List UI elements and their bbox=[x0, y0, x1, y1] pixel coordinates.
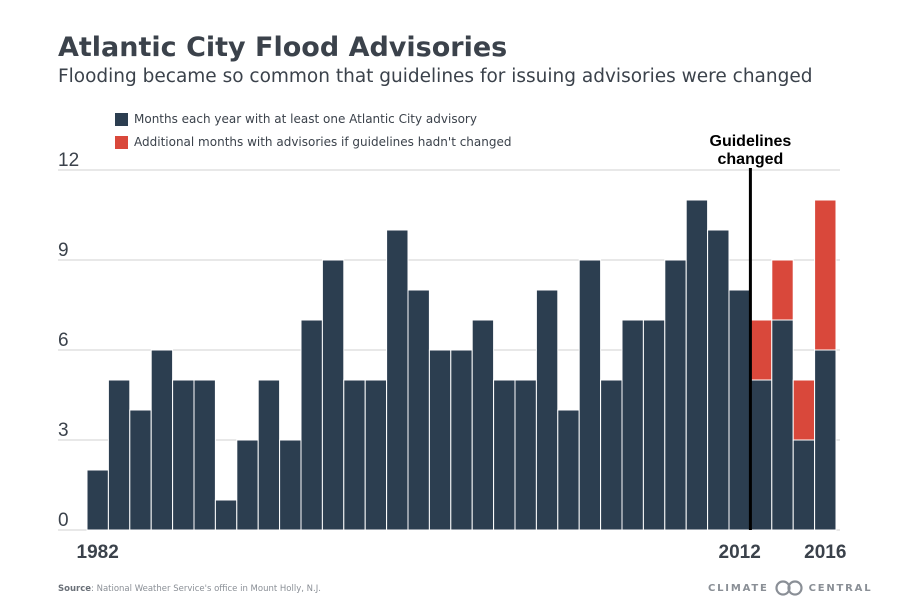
x-tick-label-2012: 2012 bbox=[719, 542, 761, 563]
bar-1993 bbox=[321, 259, 345, 531]
bar-2015 bbox=[792, 439, 816, 531]
y-tick-label: 6 bbox=[58, 330, 69, 351]
bar-1998 bbox=[428, 349, 452, 531]
legend-label-additional: Additional months with advisories if gui… bbox=[134, 135, 512, 149]
chart-subtitle: Flooding became so common that guideline… bbox=[58, 66, 813, 87]
climate-central-logo-icon bbox=[775, 580, 803, 596]
bar-1990 bbox=[257, 379, 281, 531]
chart-title: Atlantic City Flood Advisories bbox=[58, 32, 508, 63]
bar-1984 bbox=[129, 409, 152, 531]
bar-1997 bbox=[407, 289, 430, 531]
bar-1988 bbox=[214, 499, 238, 531]
brand-logo: CLIMATE CENTRAL bbox=[708, 580, 872, 596]
bar-1991 bbox=[279, 439, 302, 531]
x-axis-ticks: 1982 2012 2016 bbox=[77, 542, 847, 563]
legend-label-actual: Months each year with at least one Atlan… bbox=[134, 112, 477, 126]
bar-2012 bbox=[728, 289, 751, 531]
x-tick-label-2016: 2016 bbox=[804, 542, 846, 563]
bar-additional-2014 bbox=[771, 259, 794, 321]
bar-2013 bbox=[749, 379, 773, 531]
bar-1983 bbox=[107, 379, 131, 531]
bar-1986 bbox=[172, 379, 195, 531]
bar-2011 bbox=[707, 229, 730, 531]
legend-swatch-additional bbox=[115, 135, 128, 149]
bar-additional-2015 bbox=[792, 379, 816, 441]
bar-2003 bbox=[535, 289, 559, 531]
y-tick-label: 0 bbox=[58, 510, 69, 531]
bar-1985 bbox=[150, 349, 174, 531]
bar-1994 bbox=[343, 379, 366, 531]
guidelines-marker: Guidelines changed bbox=[710, 133, 792, 530]
bar-2014 bbox=[771, 319, 794, 531]
bars bbox=[86, 199, 837, 531]
y-tick-label: 9 bbox=[58, 240, 69, 261]
bar-1982 bbox=[86, 469, 109, 531]
bar-2001 bbox=[493, 379, 516, 531]
bar-2002 bbox=[514, 379, 537, 531]
bar-1989 bbox=[236, 439, 259, 531]
legend-item-additional: Additional months with advisories if gui… bbox=[115, 135, 512, 149]
bar-2005 bbox=[578, 259, 602, 531]
bar-2000 bbox=[471, 319, 495, 531]
bar-2006 bbox=[600, 379, 623, 531]
bar-additional-2013 bbox=[749, 319, 773, 381]
source-note: Source: National Weather Service's offic… bbox=[58, 584, 321, 594]
bar-additional-2016 bbox=[814, 199, 837, 351]
y-tick-label: 3 bbox=[58, 420, 69, 441]
legend: Months each year with at least one Atlan… bbox=[115, 112, 512, 158]
bar-2010 bbox=[685, 199, 709, 531]
bar-2009 bbox=[664, 259, 687, 531]
bar-2004 bbox=[557, 409, 580, 531]
brand-right: CENTRAL bbox=[808, 582, 873, 594]
bar-1996 bbox=[386, 229, 409, 531]
y-axis-ticks: 0 3 6 9 12 bbox=[58, 150, 79, 531]
x-tick-label-1982: 1982 bbox=[77, 542, 119, 563]
brand-left: CLIMATE bbox=[708, 582, 769, 594]
source-text: : National Weather Service's office in M… bbox=[91, 584, 321, 594]
y-tick-label: 12 bbox=[58, 150, 79, 171]
bar-1995 bbox=[364, 379, 388, 531]
source-label: Source bbox=[58, 584, 92, 594]
legend-item-actual: Months each year with at least one Atlan… bbox=[115, 112, 512, 126]
bar-2016 bbox=[814, 349, 837, 531]
bar-1987 bbox=[193, 379, 216, 531]
bar-1992 bbox=[300, 319, 323, 531]
bar-1999 bbox=[450, 349, 473, 531]
annotation-line2: changed bbox=[718, 151, 784, 168]
bar-2007 bbox=[621, 319, 644, 531]
legend-swatch-actual bbox=[115, 112, 128, 126]
bar-2008 bbox=[642, 319, 666, 531]
annotation-line1: Guidelines bbox=[710, 133, 792, 150]
